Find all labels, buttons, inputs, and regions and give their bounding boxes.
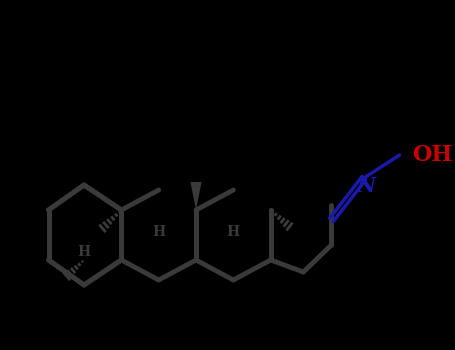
Text: OH: OH [413,144,453,166]
Text: N: N [356,176,375,196]
Text: H: H [227,225,240,239]
Text: H: H [152,225,165,239]
Text: H: H [77,245,91,259]
Polygon shape [190,182,202,210]
